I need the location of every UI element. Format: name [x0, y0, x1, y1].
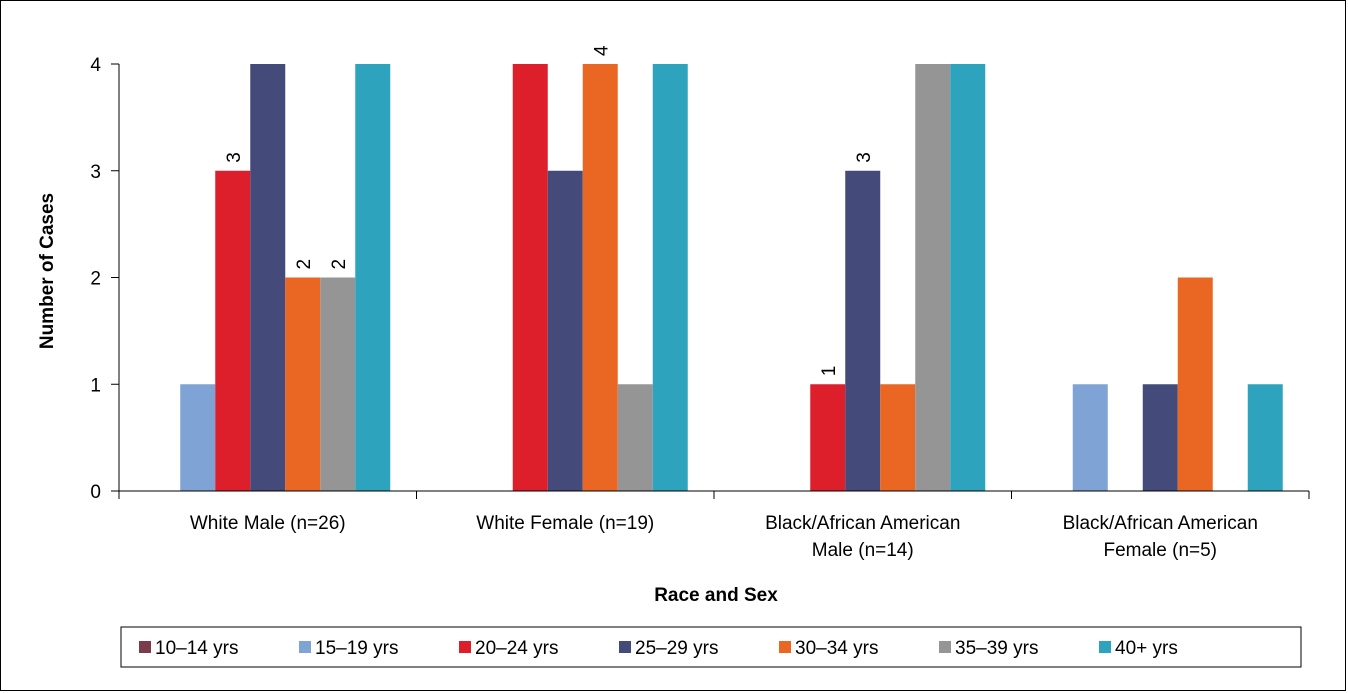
bars-layer [180, 64, 1283, 491]
bar-4-series-5 [1177, 277, 1213, 491]
legend-label: 35–39 yrs [955, 638, 1038, 659]
x-category-label: Black/African American [1063, 513, 1258, 534]
bar-3-series-4 [845, 170, 881, 491]
legend-label: 40+ yrs [1115, 638, 1178, 659]
x-axis-title: Race and Sex [654, 585, 778, 606]
legend-label: 20–24 yrs [475, 638, 558, 659]
legend-swatch [619, 641, 631, 653]
bar-4-series-7 [1247, 384, 1283, 491]
bar-2-series-6 [617, 384, 653, 491]
bar-1-series-5 [285, 277, 321, 491]
bar-1-series-4 [250, 64, 286, 491]
y-axis-title: Number of Cases [37, 193, 58, 349]
data-label: 3 [224, 152, 245, 163]
x-category-label: Black/African American [765, 513, 960, 534]
legend-swatch [939, 641, 951, 653]
axes-layer: 0 1 2 3 4 White Male (n=26) White Female (n=19… [90, 55, 1310, 561]
bar-3-series-7 [950, 64, 986, 491]
bar-2-series-3 [512, 64, 548, 491]
bar-4-series-2 [1072, 384, 1108, 491]
y-tick-label: 1 [90, 375, 101, 396]
legend: 10–14 yrs 15–19 yrs 20–24 yrs 25–29 yrs 30–3… [120, 626, 1302, 668]
x-category-label: White Male (n=26) [190, 513, 346, 534]
y-tick-label: 0 [90, 482, 101, 503]
legend-swatch [459, 641, 471, 653]
bar-3-series-3 [810, 384, 846, 491]
legend-swatch [1099, 641, 1111, 653]
x-category-label: Male (n=14) [812, 540, 914, 561]
bar-1-series-2 [180, 384, 216, 491]
bar-1-series-3 [215, 170, 251, 491]
data-label: 1 [819, 366, 840, 377]
data-label: 2 [294, 259, 315, 270]
bar-2-series-5 [582, 64, 618, 491]
bar-3-series-5 [880, 384, 916, 491]
legend-swatch [779, 641, 791, 653]
data-label: 2 [329, 259, 350, 270]
bar-2-series-4 [547, 170, 583, 491]
data-label: 4 [591, 45, 612, 56]
x-category-label: White Female (n=19) [476, 513, 654, 534]
bar-3-series-6 [915, 64, 951, 491]
bar-2-series-7 [652, 64, 688, 491]
legend-swatch [299, 641, 311, 653]
y-tick-label: 2 [90, 269, 101, 290]
legend-label: 10–14 yrs [155, 638, 238, 659]
bar-4-series-4 [1142, 384, 1178, 491]
bar-1-series-6 [320, 277, 356, 491]
data-labels-layer: 3 2 2 4 1 3 [224, 45, 875, 376]
y-tick-label: 3 [90, 162, 101, 183]
legend-swatch [139, 641, 151, 653]
bar-1-series-7 [355, 64, 391, 491]
y-tick-label: 4 [90, 55, 101, 76]
data-label: 3 [854, 152, 875, 163]
legend-label: 15–19 yrs [315, 638, 398, 659]
legend-label: 25–29 yrs [635, 638, 718, 659]
legend-label: 30–34 yrs [795, 638, 878, 659]
x-category-label: Female (n=5) [1103, 540, 1217, 561]
